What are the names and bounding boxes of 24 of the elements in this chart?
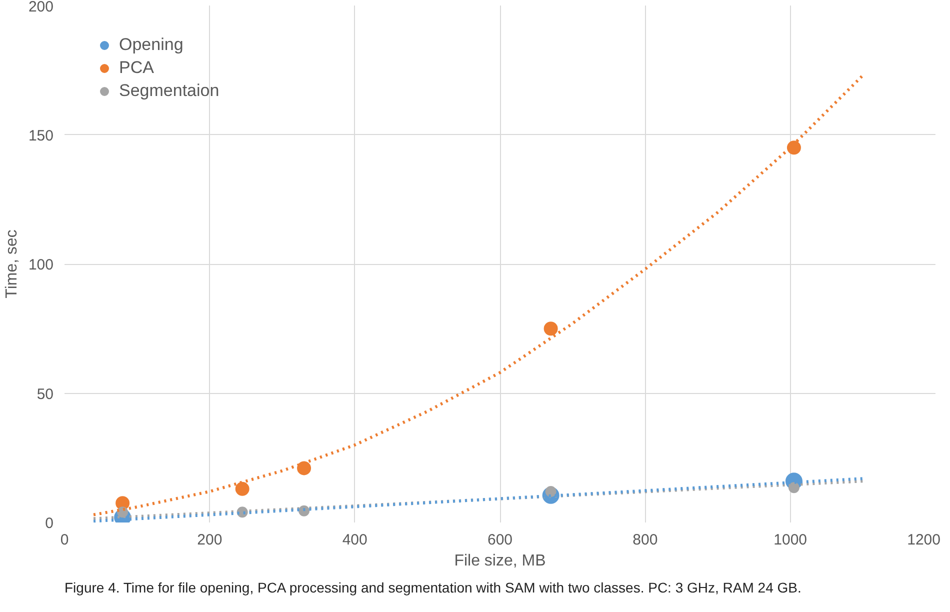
point bbox=[786, 140, 801, 155]
x-tick-label: 800 bbox=[632, 532, 658, 548]
line-series bbox=[92, 74, 864, 516]
legend-label: Opening bbox=[119, 35, 184, 55]
y-tick-label: 50 bbox=[36, 386, 54, 403]
point bbox=[235, 482, 250, 496]
x-tick-label: 1200 bbox=[907, 532, 941, 548]
x-tick-label: 400 bbox=[342, 532, 368, 548]
y-tick-label: 100 bbox=[28, 256, 54, 274]
point bbox=[297, 461, 312, 476]
point bbox=[544, 322, 558, 336]
caption: Figure 4. Time for file opening, PCA processing and segmentation with SAM with two classes. PC: 3 GHz, RAM 24 GB. bbox=[64, 580, 802, 596]
x-tick-label: 1000 bbox=[774, 532, 808, 548]
x-tick-label: 200 bbox=[197, 532, 222, 548]
y-axis-title: Time, sec bbox=[3, 230, 20, 298]
legend-label: PCA bbox=[119, 58, 154, 78]
x-tick-label: 600 bbox=[487, 532, 513, 548]
x-axis-title: File size, MB bbox=[454, 552, 546, 570]
point bbox=[788, 482, 800, 494]
legend-label: Segmentaion bbox=[119, 81, 220, 101]
y-tick-label: 150 bbox=[28, 127, 54, 144]
x-tick-label: 0 bbox=[60, 532, 69, 548]
y-tick-label: 200 bbox=[28, 0, 54, 16]
y-tick-label: 0 bbox=[45, 515, 54, 532]
